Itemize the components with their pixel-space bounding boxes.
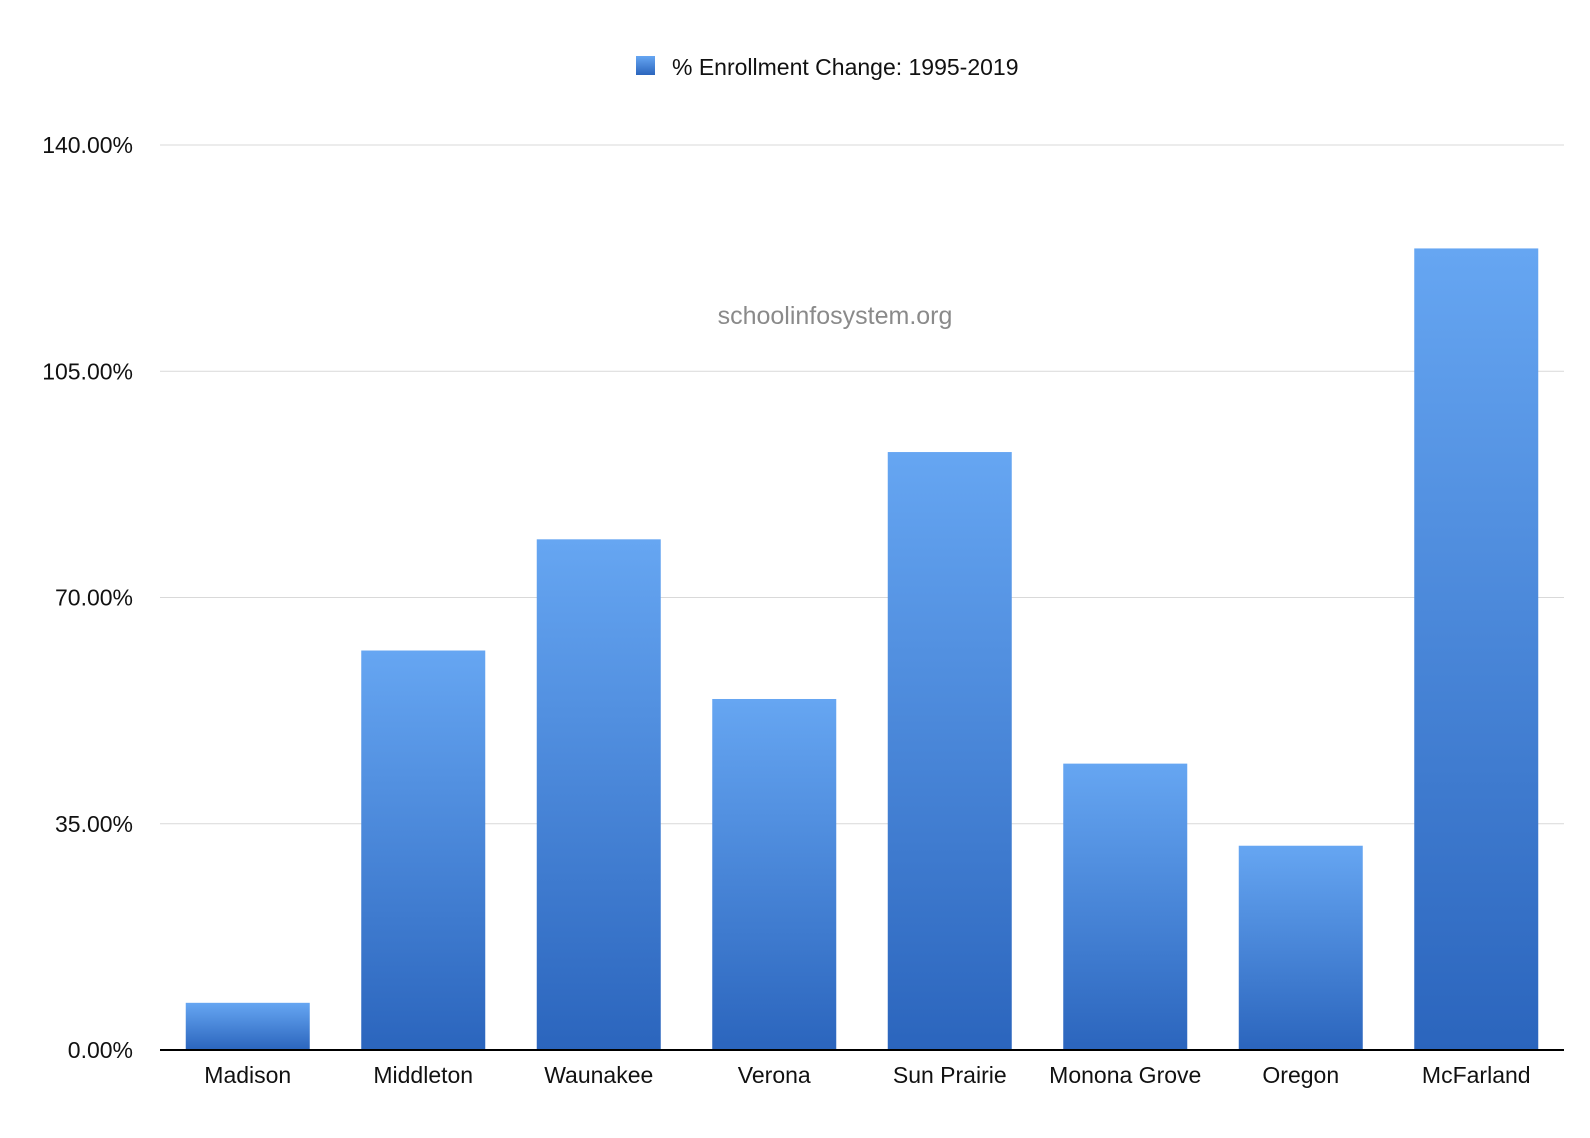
legend-label: % Enrollment Change: 1995-2019 — [672, 54, 1019, 80]
y-tick-label: 70.00% — [55, 585, 133, 611]
bar-middleton — [361, 650, 486, 1050]
bar-oregon — [1238, 845, 1363, 1050]
x-tick-label: Sun Prairie — [893, 1062, 1007, 1088]
bar-monona-grove — [1063, 763, 1188, 1050]
bar-mcfarland — [1414, 248, 1539, 1050]
x-tick-label: Verona — [738, 1062, 811, 1088]
x-tick-label: Waunakee — [544, 1062, 653, 1088]
y-tick-label: 105.00% — [42, 358, 133, 384]
x-tick-label: Madison — [204, 1062, 291, 1088]
legend-swatch — [636, 56, 655, 75]
bar-verona — [712, 698, 837, 1050]
y-tick-label: 140.00% — [42, 132, 133, 158]
y-tick-label: 35.00% — [55, 811, 133, 837]
x-tick-label: Oregon — [1262, 1062, 1339, 1088]
watermark-text: schoolinfosystem.org — [718, 302, 953, 330]
bars — [185, 248, 1539, 1050]
x-tick-label: Monona Grove — [1049, 1062, 1201, 1088]
x-axis-labels: Madison Middleton Waunakee Verona Sun Prairi… — [204, 1062, 1530, 1088]
y-axis-ticks: 0.00% 35.00% 70.00% 105.00% 140.00% — [42, 132, 133, 1063]
legend: % Enrollment Change: 1995-2019 — [636, 54, 1019, 80]
y-tick-label: 0.00% — [68, 1037, 133, 1063]
gridlines — [160, 144, 1564, 825]
x-tick-label: McFarland — [1422, 1062, 1531, 1088]
x-tick-label: Middleton — [373, 1062, 473, 1088]
bar-sun-prairie — [887, 452, 1012, 1050]
bar-madison — [185, 1002, 310, 1050]
bar-waunakee — [536, 539, 661, 1050]
